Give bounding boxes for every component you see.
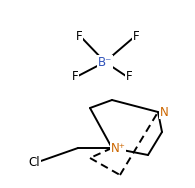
Text: F: F xyxy=(126,70,132,83)
Text: F: F xyxy=(76,30,82,43)
Text: F: F xyxy=(133,30,139,43)
Text: Cl: Cl xyxy=(28,155,40,168)
Text: N⁺: N⁺ xyxy=(111,142,125,155)
Text: B⁻: B⁻ xyxy=(98,55,112,68)
Text: F: F xyxy=(72,70,78,83)
Text: N: N xyxy=(160,105,168,118)
